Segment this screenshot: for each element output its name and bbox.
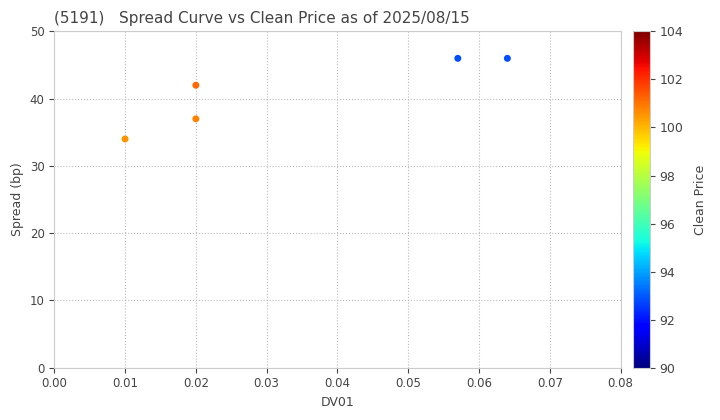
Point <box>190 116 202 122</box>
Point <box>502 55 513 62</box>
Y-axis label: Spread (bp): Spread (bp) <box>11 163 24 236</box>
Point <box>190 82 202 89</box>
Y-axis label: Clean Price: Clean Price <box>694 164 707 235</box>
Point <box>452 55 464 62</box>
X-axis label: DV01: DV01 <box>320 396 354 409</box>
Point <box>120 136 131 142</box>
Text: (5191)   Spread Curve vs Clean Price as of 2025/08/15: (5191) Spread Curve vs Clean Price as of… <box>54 11 470 26</box>
